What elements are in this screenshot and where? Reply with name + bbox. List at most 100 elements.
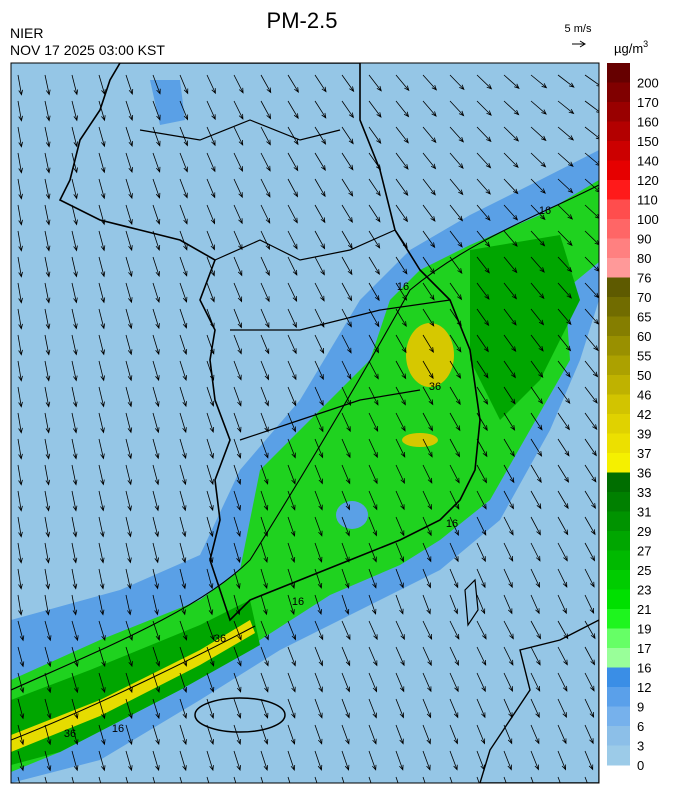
wind-arrow xyxy=(44,74,51,96)
wind-arrow xyxy=(476,724,486,745)
wind-arrow xyxy=(584,776,588,783)
colorbar-segment xyxy=(607,297,630,317)
wind-arrow xyxy=(98,204,106,226)
wind-arrow xyxy=(260,646,269,667)
wind-arrow xyxy=(395,464,405,485)
wind-arrow xyxy=(449,542,459,563)
wind-arrow xyxy=(233,230,243,251)
wind-arrow xyxy=(98,490,105,512)
wind-arrow xyxy=(557,74,575,88)
wind-arrow xyxy=(125,776,129,783)
wind-arrow xyxy=(584,542,596,562)
wind-arrow xyxy=(530,230,546,247)
unit-sup: 3 xyxy=(643,39,648,49)
colorbar-segment xyxy=(607,238,630,259)
wind-arrow xyxy=(503,412,516,431)
wind-arrow xyxy=(98,126,106,148)
wind-arrow xyxy=(422,256,435,275)
wind-arrow xyxy=(206,672,215,693)
wind-arrow xyxy=(422,334,434,353)
wind-arrow xyxy=(395,308,407,328)
wind-arrow xyxy=(152,412,160,434)
wind-arrow xyxy=(422,230,436,249)
wind-arrow xyxy=(476,334,489,353)
wind-arrow xyxy=(476,360,489,379)
wind-arrow xyxy=(584,594,595,614)
wind-arrow xyxy=(584,334,599,352)
wind-arrow xyxy=(179,542,187,564)
wind-arrow xyxy=(233,750,241,772)
wind-arrow xyxy=(476,542,486,563)
wind-arrow xyxy=(260,334,270,355)
wind-arrow xyxy=(71,126,78,148)
wind-arrow xyxy=(44,438,51,460)
wind-arrow xyxy=(503,308,517,326)
wind-arrow xyxy=(179,490,187,512)
colorbar-segment xyxy=(607,433,630,454)
wind-arrow xyxy=(314,438,324,459)
wind-arrow xyxy=(449,256,463,274)
wind-arrow xyxy=(206,594,214,616)
wind-arrow xyxy=(422,620,433,640)
colorbar-label: 33 xyxy=(637,485,651,500)
wind-arrow xyxy=(44,282,51,304)
blob-37 xyxy=(406,323,454,387)
wind-arrow xyxy=(233,126,244,146)
wind-arrow xyxy=(557,178,574,194)
wind-arrow xyxy=(71,178,78,200)
wind-arrow xyxy=(503,152,519,168)
wind-arrow xyxy=(530,178,546,194)
wind-arrow xyxy=(395,750,404,771)
wind-arrow xyxy=(476,256,490,274)
wind-arrow xyxy=(179,464,187,486)
wind-arrow xyxy=(206,542,214,564)
wind-arrow xyxy=(476,126,492,143)
wind-arrow xyxy=(314,698,323,719)
wind-arrow xyxy=(71,386,78,408)
wind-arrow xyxy=(422,568,431,589)
wind-arrow xyxy=(287,438,296,459)
wind-arrow xyxy=(179,230,188,251)
contour-label: 16 xyxy=(446,518,458,530)
wind-arrow xyxy=(98,100,106,122)
wind-arrow xyxy=(341,282,353,302)
wind-arrow xyxy=(125,620,133,642)
colorbar-label: 70 xyxy=(637,290,651,305)
contour-label: 36 xyxy=(64,728,76,740)
wind-arrow xyxy=(152,438,160,460)
wind-arrow xyxy=(152,256,161,277)
wind-arrow xyxy=(557,750,567,771)
wind-arrow xyxy=(98,412,105,434)
wind-arrow xyxy=(395,386,406,406)
wind-arrow xyxy=(503,490,514,510)
wind-arrow xyxy=(260,438,269,459)
colorbar-segment xyxy=(607,199,630,220)
wind-arrow xyxy=(152,126,161,147)
wind-arrow xyxy=(125,282,133,304)
colorbar-label: 29 xyxy=(637,524,651,539)
wind-arrow xyxy=(44,750,52,772)
wind-arrow xyxy=(314,204,326,224)
wind-arrow xyxy=(314,386,324,407)
wind-arrow xyxy=(233,308,242,329)
wind-arrow xyxy=(341,620,351,641)
wind-arrow xyxy=(260,776,264,783)
wind-arrow xyxy=(314,126,327,145)
wind-arrow xyxy=(17,152,23,174)
wind-arrow xyxy=(476,438,488,458)
colorbar-segment xyxy=(607,336,630,356)
wind-arrow xyxy=(152,100,161,121)
wind-arrow xyxy=(260,100,272,120)
colorbar-segment xyxy=(607,219,630,239)
wind-arrow xyxy=(125,594,132,616)
wind-arrow xyxy=(422,490,432,511)
wind-arrow xyxy=(557,724,567,745)
colorbar-segment xyxy=(607,570,630,590)
wind-arrow xyxy=(530,776,534,783)
wind-arrow xyxy=(422,542,432,563)
wind-arrow xyxy=(287,490,296,511)
colorbar-segment xyxy=(607,102,630,122)
wind-arrow xyxy=(206,308,215,329)
wind-arrow xyxy=(98,672,106,694)
wind-arrow xyxy=(530,74,548,89)
